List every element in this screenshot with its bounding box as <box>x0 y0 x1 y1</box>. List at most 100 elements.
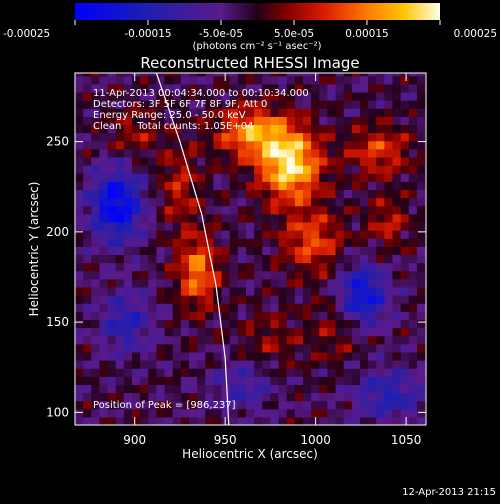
heatmap-cell <box>319 75 328 85</box>
heatmap-cell <box>416 360 426 369</box>
heatmap-cell <box>400 205 410 215</box>
heatmap-cell <box>99 148 109 158</box>
heatmap-cell <box>237 165 247 174</box>
heatmap-cell <box>140 319 149 329</box>
heatmap-cell <box>384 189 394 199</box>
heatmap-cell <box>319 262 328 272</box>
heatmap-cell <box>327 319 337 329</box>
heatmap-cell <box>400 238 410 247</box>
heatmap-cell <box>75 270 84 280</box>
heatmap-cell <box>156 100 166 109</box>
heatmap-cell <box>197 75 206 85</box>
heatmap-cell <box>278 360 288 369</box>
heatmap-cell <box>221 148 231 158</box>
heatmap-cell <box>156 368 166 377</box>
heatmap-cell <box>172 140 182 150</box>
heatmap-cell <box>416 278 426 288</box>
heatmap-cell <box>254 124 263 134</box>
heatmap-cell <box>229 230 239 239</box>
heatmap-cell <box>368 132 377 142</box>
heatmap-cell <box>335 295 345 304</box>
heatmap-cell <box>115 295 125 304</box>
heatmap-cell <box>384 343 394 353</box>
heatmap-cell <box>262 254 271 264</box>
heatmap-cell <box>343 327 353 337</box>
heatmap-cell <box>294 91 304 101</box>
heatmap-cell <box>164 392 174 402</box>
heatmap-cell <box>408 335 418 345</box>
heatmap-cell <box>140 238 149 247</box>
heatmap-cell <box>302 360 312 369</box>
heatmap-cell <box>335 83 345 93</box>
heatmap-cell <box>197 156 206 166</box>
heatmap-cell <box>327 238 337 247</box>
heatmap-cell <box>172 360 182 369</box>
heatmap-cell <box>351 205 361 215</box>
heatmap-cell <box>343 278 353 288</box>
heatmap-cell <box>384 360 394 369</box>
heatmap-cell <box>229 140 239 150</box>
heatmap-cell <box>213 100 223 109</box>
heatmap-cell <box>123 205 133 215</box>
heatmap-cell <box>205 181 215 191</box>
heatmap-cell <box>343 230 353 239</box>
heatmap-cell <box>302 221 312 231</box>
heatmap-cell <box>376 75 385 85</box>
heatmap-cell <box>131 165 141 174</box>
heatmap-cell <box>327 360 337 369</box>
heatmap-cell <box>123 116 133 126</box>
heatmap-cell <box>245 148 255 158</box>
heatmap-cell <box>376 384 385 394</box>
heatmap-cell <box>180 368 190 377</box>
heatmap-cell <box>91 165 101 174</box>
heatmap-cell <box>302 384 312 394</box>
heatmap-cell <box>278 270 288 280</box>
heatmap-cell <box>416 319 426 329</box>
heatmap-cell <box>213 360 223 369</box>
heatmap-cell <box>131 108 141 117</box>
heatmap-cell <box>319 327 328 337</box>
heatmap-cell <box>75 376 84 385</box>
heatmap-cell <box>376 181 385 191</box>
heatmap-cell <box>286 303 296 312</box>
heatmap-cell <box>351 73 361 77</box>
heatmap-cell <box>164 327 174 337</box>
heatmap-cell <box>148 73 158 77</box>
heatmap-cell <box>278 384 288 394</box>
heatmap-cell <box>237 400 247 410</box>
heatmap-cell <box>213 116 223 126</box>
heatmap-cell <box>262 400 271 410</box>
heatmap-cell <box>319 311 328 320</box>
heatmap-cell <box>123 351 133 361</box>
heatmap-cell <box>408 140 418 150</box>
colorbar-tick-label: 0.00015 <box>345 28 388 40</box>
heatmap-cell <box>131 132 141 142</box>
heatmap-cell <box>213 165 223 174</box>
heatmap-cell <box>359 286 369 296</box>
heatmap-cell <box>99 116 109 126</box>
heatmap-cell <box>188 392 198 402</box>
heatmap-cell <box>245 189 255 199</box>
heatmap-cell <box>368 360 377 369</box>
heatmap-cell <box>278 311 288 320</box>
heatmap-cell <box>180 221 190 231</box>
heatmap-cell <box>197 392 206 402</box>
heatmap-cell <box>229 181 239 191</box>
colorbar-tick-label: -5.0e-05 <box>199 28 243 40</box>
heatmap-cell <box>278 189 288 199</box>
y-tick-label: 150 <box>46 315 69 329</box>
heatmap-cell <box>237 351 247 361</box>
heatmap-cell <box>156 408 166 418</box>
heatmap-cell <box>359 73 369 77</box>
heatmap-cell <box>335 376 345 385</box>
heatmap-cell <box>327 140 337 150</box>
heatmap-cell <box>197 368 206 377</box>
heatmap-cell <box>311 270 320 280</box>
heatmap-cell <box>400 303 410 312</box>
heatmap-cell <box>351 327 361 337</box>
heatmap-cell <box>416 238 426 247</box>
heatmap-cell <box>83 400 92 410</box>
heatmap-cell <box>188 205 198 215</box>
heatmap-cell <box>311 360 320 369</box>
heatmap-cell <box>359 197 369 207</box>
